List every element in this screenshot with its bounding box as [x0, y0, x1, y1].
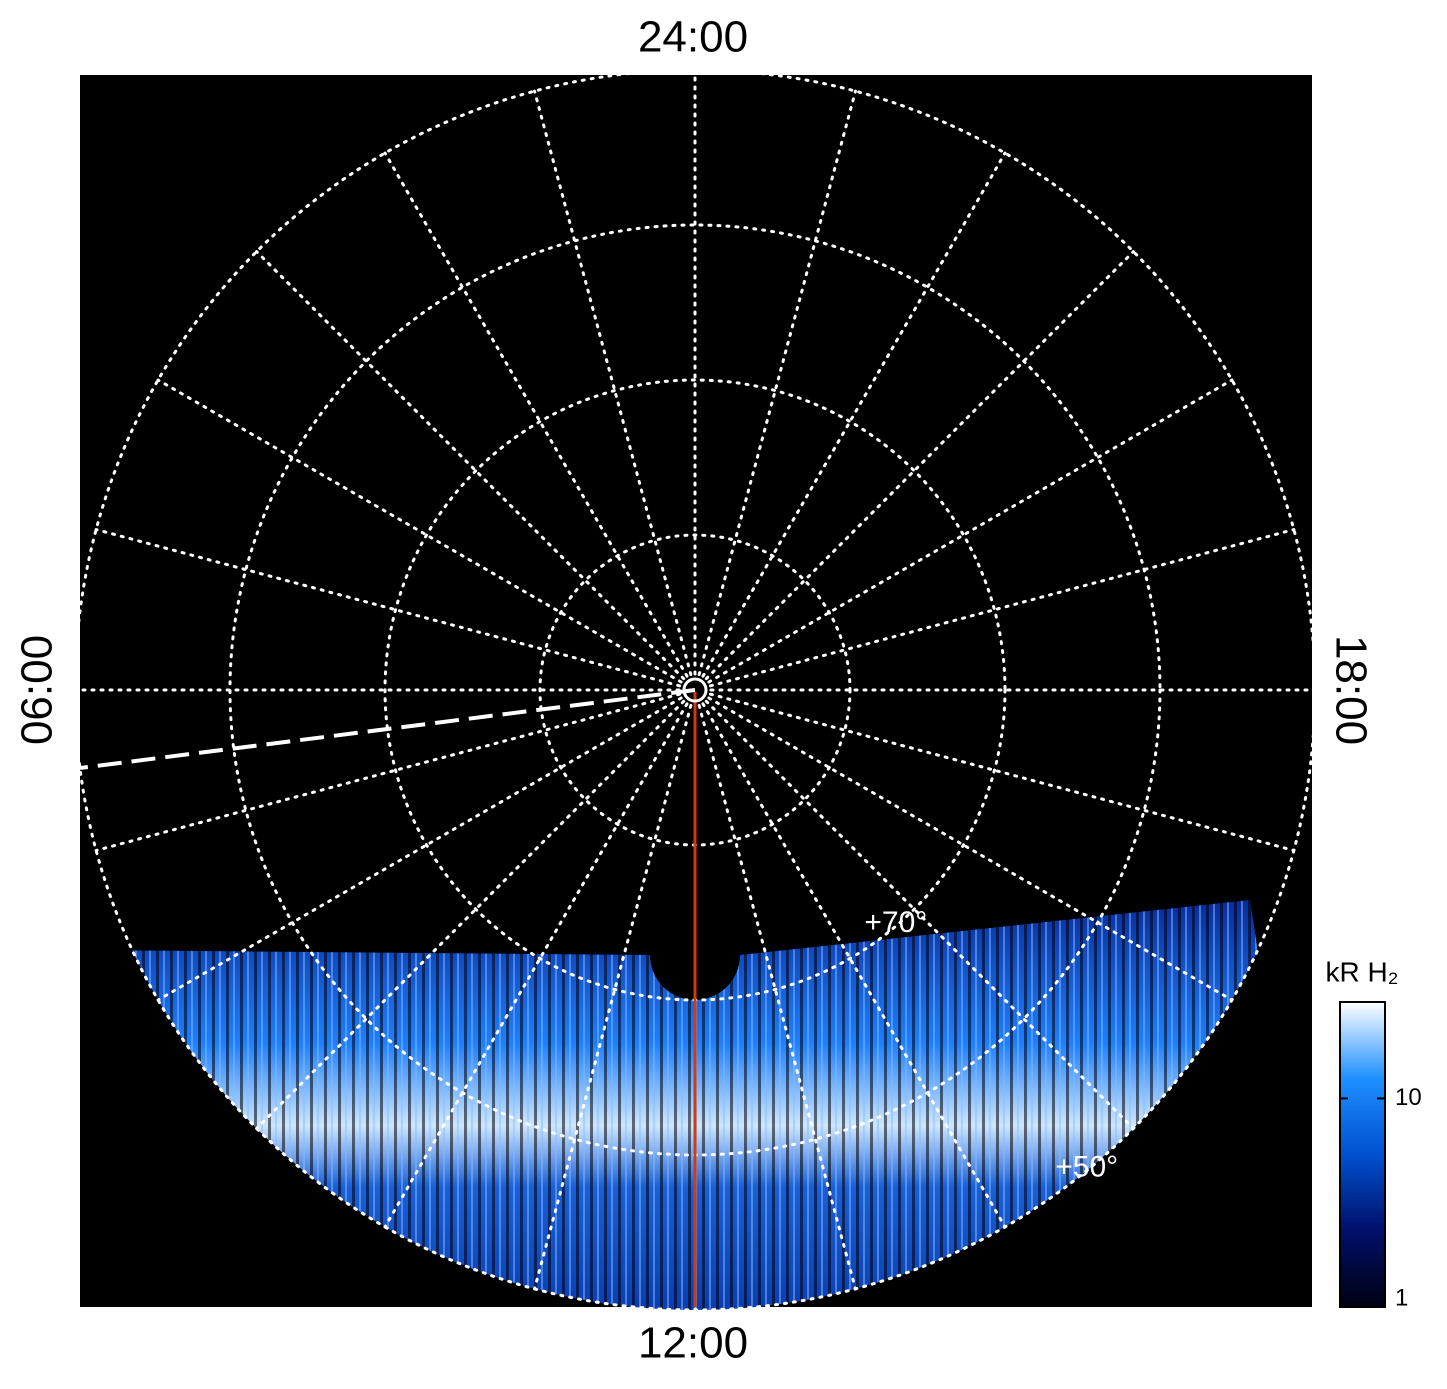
- meridian: [533, 703, 693, 1291]
- meridian: [701, 702, 1007, 1229]
- colorbar-tick-label: 1: [1395, 1284, 1408, 1311]
- time-label: 24:00: [638, 13, 748, 62]
- meridian: [697, 89, 857, 677]
- time-label: 12:00: [638, 1319, 748, 1368]
- dashed-meridian: [79, 688, 696, 770]
- meridian: [255, 250, 686, 681]
- meridian: [708, 528, 1296, 688]
- meridian: [383, 151, 689, 678]
- meridian: [255, 699, 686, 1130]
- colorbar: 1 10: [1339, 1001, 1422, 1311]
- meridian: [533, 89, 693, 677]
- meridian: [697, 703, 857, 1291]
- meridian: [383, 702, 689, 1229]
- meridian: [156, 696, 683, 1002]
- meridian: [704, 250, 1135, 681]
- colorbar-body: [1339, 1001, 1386, 1308]
- meridian: [707, 378, 1234, 684]
- meridian: [704, 699, 1135, 1130]
- meridian: [94, 692, 682, 852]
- latitude-label: +50°: [1055, 1150, 1118, 1183]
- time-label: 18:00: [1326, 635, 1375, 745]
- colorbar-tick-label: 10: [1395, 1084, 1422, 1111]
- meridian: [94, 528, 682, 688]
- latitude-label: +70°: [864, 906, 927, 939]
- meridian: [156, 378, 683, 684]
- meridian: [707, 696, 1234, 1002]
- colorbar-title: kR H₂: [1325, 956, 1398, 987]
- time-label: 06:00: [13, 635, 62, 745]
- pole-marker: [682, 677, 708, 703]
- meridian: [701, 151, 1007, 678]
- meridian: [708, 692, 1296, 852]
